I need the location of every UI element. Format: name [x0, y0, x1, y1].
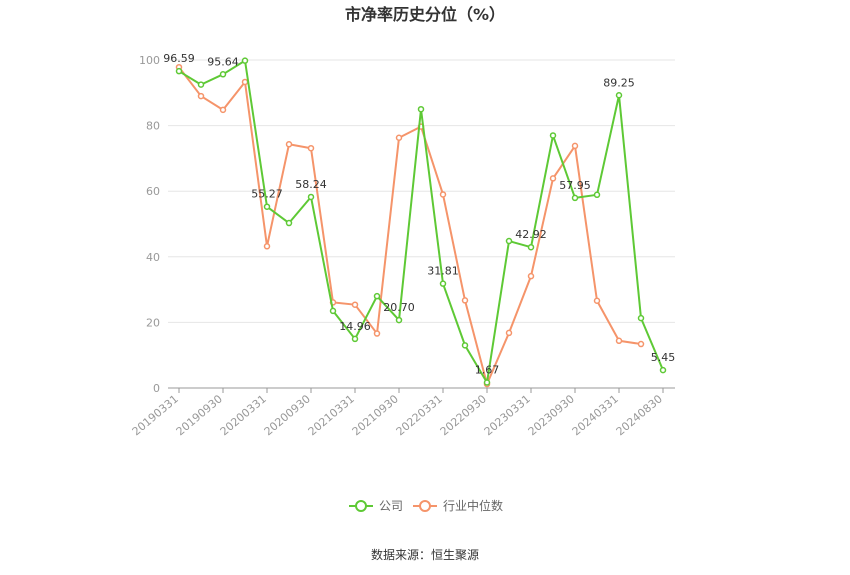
data-point[interactable] [395, 134, 403, 141]
y-axis: 0 20 40 60 80 100 [139, 54, 160, 395]
data-point[interactable] [263, 203, 271, 210]
legend-marker [355, 500, 367, 512]
data-labels: 96.59 95.64 55.27 58.24 14.96 20.70 31.81 1.67 4… [163, 52, 675, 376]
data-point[interactable] [527, 272, 535, 280]
data-label: 14.96 [339, 320, 371, 333]
legend-label: 公司 [379, 499, 403, 513]
data-point[interactable] [285, 141, 293, 148]
data-point[interactable] [373, 292, 381, 300]
data-point[interactable] [395, 316, 403, 324]
data-label: 55.27 [251, 188, 283, 201]
y-tick-label: 20 [146, 316, 160, 329]
data-label: 5.45 [651, 351, 676, 364]
legend-item-1[interactable]: 行业中位数 [413, 498, 503, 513]
x-tick-label: 20240331 [570, 392, 621, 438]
data-point[interactable] [197, 92, 205, 100]
data-point[interactable] [373, 330, 381, 337]
data-point[interactable] [219, 71, 227, 78]
data-label: 57.95 [559, 179, 591, 192]
data-label: 20.70 [383, 301, 415, 314]
data-label: 89.25 [603, 76, 635, 89]
data-point[interactable] [241, 78, 249, 86]
data-point[interactable] [307, 144, 315, 152]
series-layer [175, 57, 667, 388]
data-label: 96.59 [163, 52, 195, 65]
x-tick-label: 20230930 [526, 392, 577, 438]
data-point[interactable] [461, 342, 469, 349]
data-point[interactable] [175, 67, 183, 75]
data-point[interactable] [483, 379, 491, 386]
data-label: 58.24 [295, 178, 327, 191]
legend[interactable]: 公司 行业中位数 [349, 498, 503, 513]
y-tick-label: 0 [153, 382, 160, 395]
data-point[interactable] [549, 132, 557, 139]
data-point[interactable] [527, 243, 535, 251]
data-point[interactable] [461, 297, 469, 304]
data-point[interactable] [219, 106, 227, 114]
data-point[interactable] [593, 191, 601, 199]
x-axis: 2019033120190930202003312020093020210331… [130, 387, 675, 438]
data-point[interactable] [505, 237, 513, 245]
data-point[interactable] [285, 219, 293, 227]
legend-marker [419, 500, 431, 512]
chart-title: 市净率历史分位（%） [345, 5, 505, 24]
data-point[interactable] [351, 335, 359, 343]
legend-item-0[interactable]: 公司 [349, 499, 403, 513]
data-point[interactable] [659, 366, 667, 374]
data-point[interactable] [307, 193, 315, 201]
y-tick-label: 40 [146, 251, 160, 264]
data-point[interactable] [329, 307, 337, 315]
data-point[interactable] [197, 81, 205, 88]
x-tick-label: 20230331 [482, 392, 533, 438]
data-point[interactable] [351, 301, 359, 308]
data-point[interactable] [571, 194, 579, 202]
data-point[interactable] [571, 142, 579, 150]
data-point[interactable] [417, 105, 425, 113]
data-point[interactable] [637, 340, 645, 348]
data-point[interactable] [439, 191, 447, 198]
legend-label: 行业中位数 [443, 498, 503, 513]
x-tick-label: 20220331 [394, 392, 445, 438]
data-label: 42.92 [515, 228, 547, 241]
data-point[interactable] [615, 92, 623, 99]
series-line-1 [178, 66, 642, 386]
data-point[interactable] [549, 175, 557, 182]
x-tick-label: 20220930 [438, 392, 489, 438]
x-tick-label: 20190930 [174, 392, 225, 438]
data-point[interactable] [593, 297, 601, 305]
x-tick-label: 20200331 [218, 392, 269, 438]
data-point[interactable] [263, 243, 271, 250]
data-point[interactable] [637, 314, 645, 322]
data-point[interactable] [615, 337, 623, 345]
y-tick-label: 60 [146, 185, 160, 198]
x-tick-label: 20240830 [614, 392, 665, 438]
y-tick-label: 100 [139, 54, 160, 67]
x-tick-label: 20210331 [306, 392, 357, 438]
data-point[interactable] [439, 280, 447, 287]
x-tick-label: 20210930 [350, 392, 401, 438]
y-tick-label: 80 [146, 120, 160, 133]
x-tick-label: 20190331 [130, 392, 181, 438]
data-label: 31.81 [427, 265, 459, 278]
data-label: 95.64 [207, 55, 239, 68]
data-point[interactable] [505, 329, 513, 337]
data-point[interactable] [241, 57, 249, 64]
x-tick-label: 20200930 [262, 392, 313, 438]
data-label: 1.67 [475, 364, 500, 377]
data-source: 数据来源：恒生聚源 [371, 547, 479, 562]
